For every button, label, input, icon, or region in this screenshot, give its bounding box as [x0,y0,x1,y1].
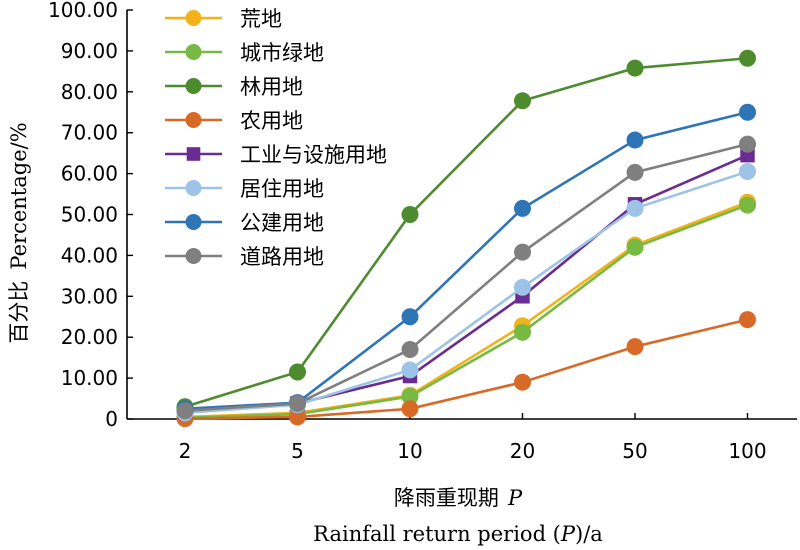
data-point [401,361,419,379]
legend-label: 城市绿地 [240,41,324,65]
y-tick-label: 0 [105,407,118,431]
legend-label: 农用地 [240,109,303,133]
data-point [626,238,644,256]
legend-item: 林用地 [165,75,303,99]
data-point [739,135,756,153]
data-point [401,388,419,406]
legend-marker [185,44,202,60]
series-8 [176,135,756,420]
x-tick-label: 10 [397,439,422,463]
y-tick-label: 100.00 [48,0,118,22]
legend-item: 公建用地 [165,211,324,235]
y-tick-label: 70.00 [61,121,118,145]
series-layer [176,49,756,428]
x-axis-title-cn-text: 降雨重现期 [394,486,499,510]
series-line [184,203,748,420]
x-axis-title-en-a: Rainfall return period ( [313,522,561,546]
legend-item: 道路用地 [165,245,324,269]
series-4 [176,311,756,428]
y-tick-label: 10.00 [61,366,118,390]
data-point [739,103,756,121]
y-tick-label: 50.00 [61,203,118,227]
x-axis-title-cn-var: P [507,486,523,510]
data-point [514,373,531,391]
y-tick-label: 90.00 [61,39,118,63]
legend-item: 农用地 [165,109,303,133]
x-axis-title-cn: 降雨重现期 P [394,486,523,510]
legend-label: 荒地 [240,7,282,31]
y-tick-label: 60.00 [61,162,118,186]
legend-label: 居住用地 [240,177,324,201]
data-point [289,363,306,381]
legend-marker [185,10,202,26]
series-3 [176,49,756,416]
series-line [184,318,748,420]
x-tick-label: 5 [291,439,304,463]
legend-marker [186,147,201,161]
legend-item: 城市绿地 [165,41,324,65]
data-point [401,308,419,326]
x-tick-label: 100 [728,439,766,463]
data-point [289,408,306,426]
y-axis-title-cn: 百分比 [7,281,31,344]
data-point [739,196,756,214]
legend-marker [185,78,202,94]
y-axis-title-en: Percentage/% [7,122,31,269]
x-axis-title-en-b: )/a [575,522,603,546]
legend-item: 居住用地 [165,177,324,201]
x-axis-title-en: Rainfall return period (P)/a [313,522,603,546]
data-point [739,49,756,67]
legend-label: 道路用地 [240,245,324,269]
legend-item: 工业与设施用地 [165,143,387,167]
data-point [401,340,419,358]
series-line [184,142,748,413]
data-point [401,206,419,223]
y-tick-label: 20.00 [61,325,118,349]
series-line [184,56,748,408]
data-point [739,311,756,329]
legend-label: 林用地 [240,75,303,99]
legend-marker [185,248,202,264]
data-point [514,278,531,296]
data-point [514,323,531,341]
legend-label: 工业与设施用地 [240,143,387,167]
legend-marker [185,180,202,196]
data-point [289,394,306,412]
x-tick-label: 2 [179,439,192,463]
data-point [626,199,644,217]
x-tick-label: 20 [510,439,535,463]
y-axis-title: 百分比 Percentage/% [7,122,31,343]
axes: 0 10.00 20.00 30.00 40.00 50.00 60.00 70.00 80.0… [48,0,797,463]
data-point [739,163,756,181]
series-line [184,170,748,415]
data-point [626,338,644,356]
data-point [401,400,419,418]
data-point [514,199,531,217]
data-point [514,243,531,261]
y-tick-label: 80.00 [61,80,118,104]
data-point [626,163,644,181]
y-tick-label: 40.00 [61,243,118,267]
x-axis-title-en-var: P [560,522,576,546]
y-tick-label: 30.00 [61,284,118,308]
x-tick-label: 50 [622,439,647,463]
legend-item: 荒地 [165,7,282,31]
legend-label: 公建用地 [240,211,324,235]
data-point [514,92,531,110]
data-point [176,402,194,420]
legend-marker [185,112,202,128]
data-point [626,131,644,149]
data-point [626,59,644,77]
legend-marker [185,214,202,230]
